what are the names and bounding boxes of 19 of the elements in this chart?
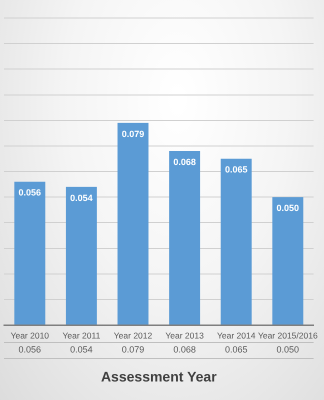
data-label: 0.056 bbox=[18, 344, 42, 354]
data-label: 0.068 bbox=[173, 344, 196, 354]
data-label: 0.079 bbox=[122, 344, 144, 354]
text: 0.065 bbox=[224, 164, 248, 175]
x-tick-label: Year 2013 bbox=[165, 330, 204, 340]
text: 0.056 bbox=[18, 188, 42, 198]
text: 0.050 bbox=[276, 203, 300, 214]
x-tick-label: Year 2011 bbox=[62, 330, 101, 340]
x-tick-label: Year 2010 bbox=[10, 330, 50, 340]
text: 0.054 bbox=[70, 192, 93, 203]
x-tick-label: Year 2014 bbox=[216, 330, 256, 340]
data-label: 0.065 bbox=[224, 344, 248, 354]
data-label: 0.050 bbox=[276, 344, 300, 354]
x-axis-title: Assessment Year bbox=[100, 368, 218, 384]
x-tick-label: Year 2015/2016 bbox=[258, 330, 318, 340]
text: 0.068 bbox=[173, 157, 196, 168]
data-label: 0.054 bbox=[70, 344, 93, 354]
x-tick-label: Year 2012 bbox=[114, 330, 152, 340]
text: 0.079 bbox=[122, 128, 144, 139]
